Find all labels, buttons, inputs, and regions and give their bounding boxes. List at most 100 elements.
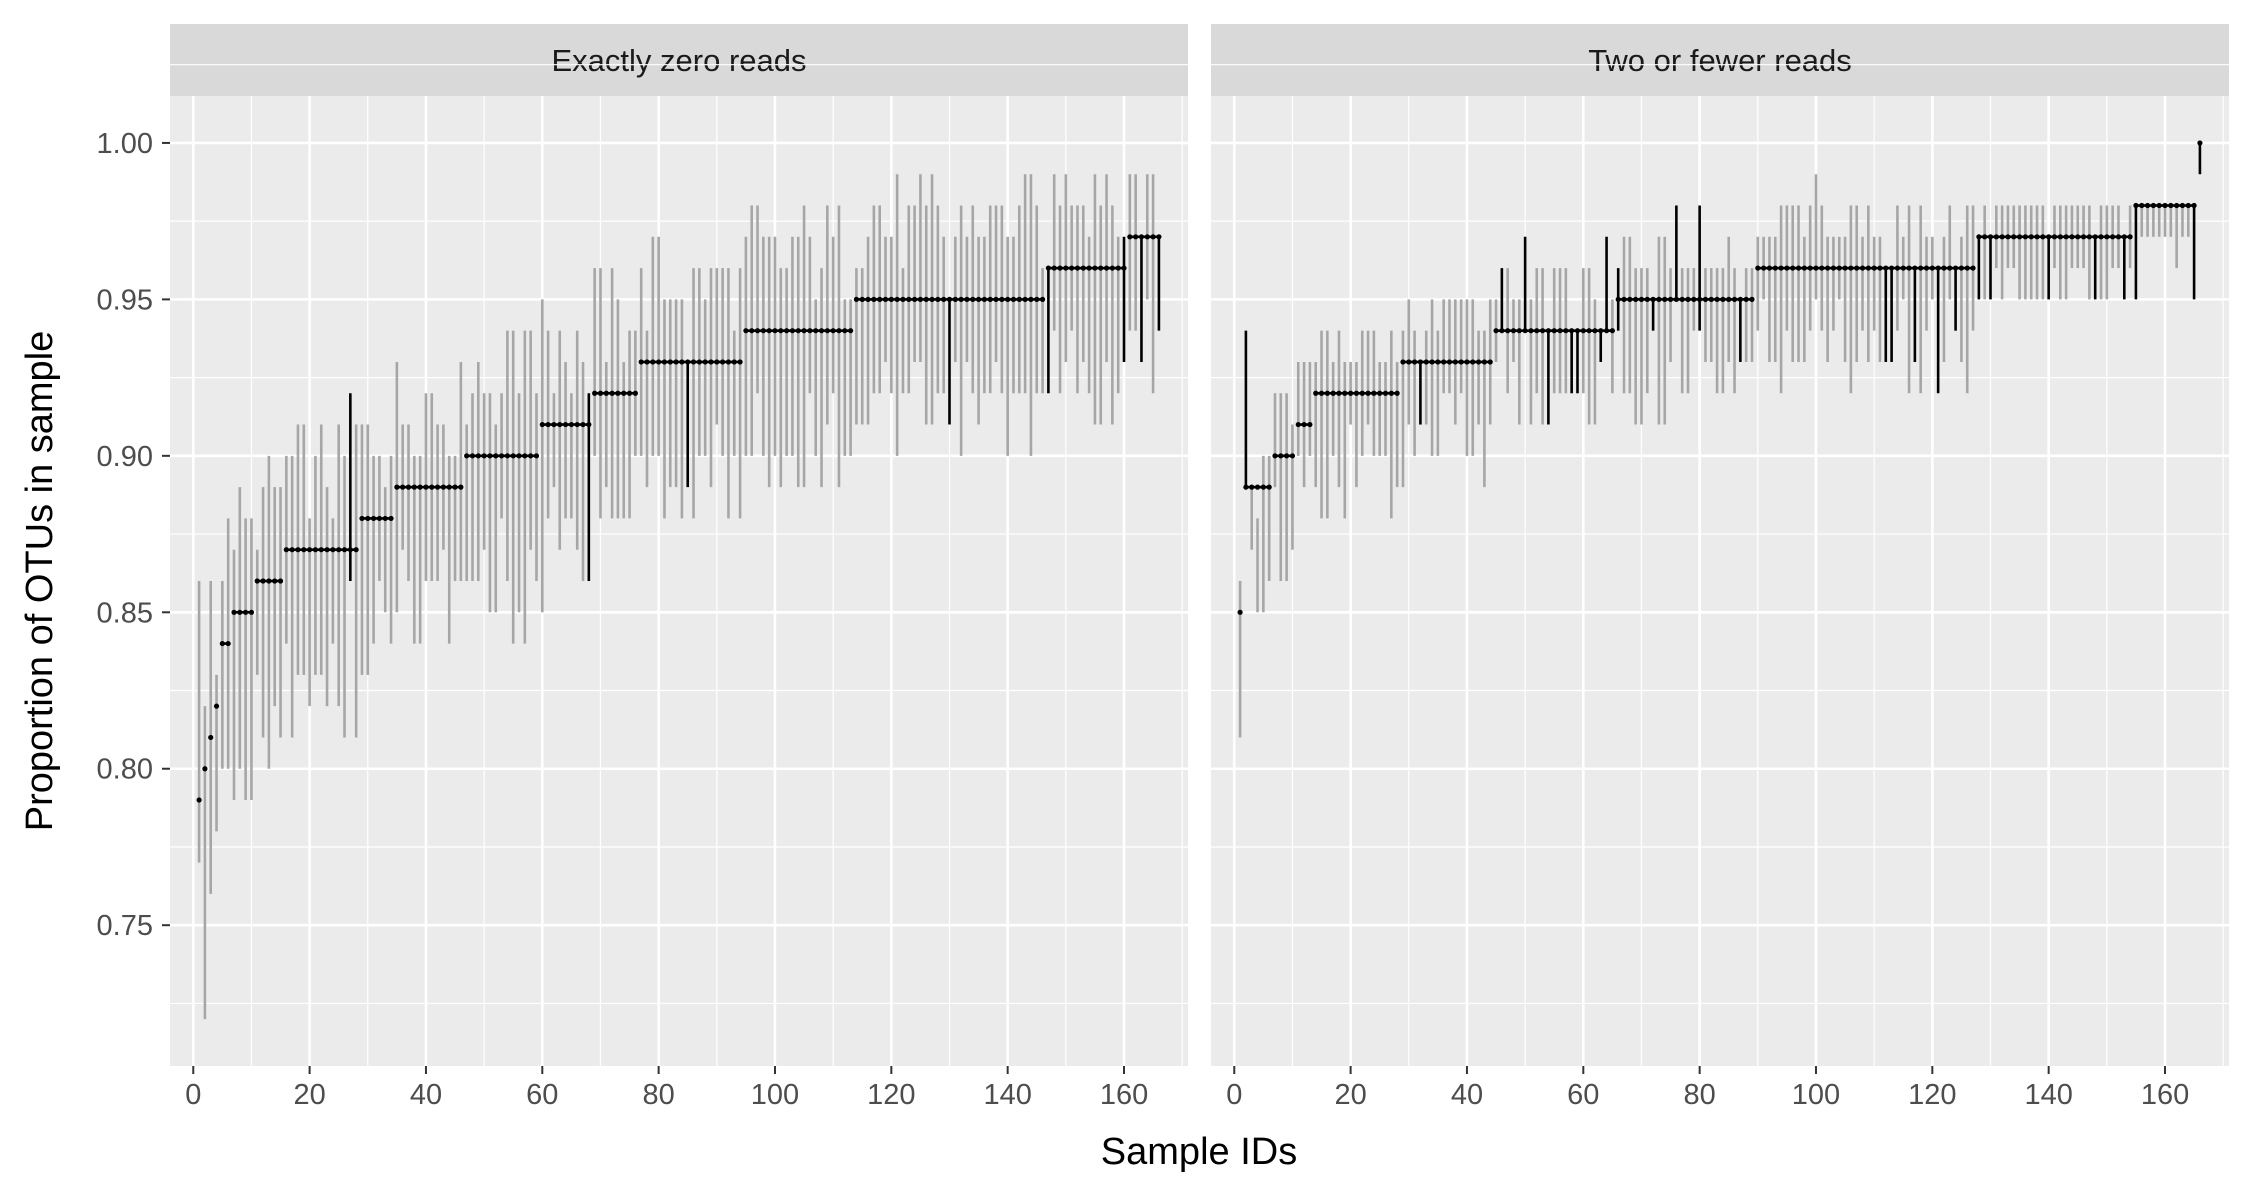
median-point	[650, 359, 656, 365]
median-point	[807, 328, 813, 334]
median-point	[330, 547, 336, 553]
median-point	[638, 359, 644, 365]
median-point	[1464, 359, 1470, 365]
median-point	[1923, 265, 1930, 271]
median-point	[1388, 390, 1394, 396]
strip-background	[1211, 24, 2229, 96]
panel-background	[1211, 96, 2229, 1066]
median-point	[533, 453, 540, 459]
median-point	[772, 328, 778, 334]
median-point	[2115, 234, 2122, 240]
median-point	[1034, 296, 1040, 302]
median-point	[1848, 265, 1854, 271]
median-point	[1749, 296, 1755, 302]
median-point	[708, 359, 714, 365]
median-point	[1394, 390, 1400, 396]
median-point	[283, 547, 289, 553]
x-tick-label: 0	[1226, 1079, 1242, 1111]
median-point	[1074, 265, 1081, 271]
median-point	[1382, 390, 1389, 396]
y-tick-label: 0.95	[97, 284, 153, 316]
median-point	[1377, 390, 1383, 396]
x-tick-label: 100	[1792, 1079, 1840, 1111]
median-point	[836, 328, 842, 334]
median-point	[2040, 234, 2046, 240]
median-point	[923, 296, 929, 302]
median-point	[1103, 265, 1110, 271]
median-point	[1446, 359, 1453, 365]
median-point	[254, 578, 260, 584]
median-point	[1859, 265, 1866, 271]
panel-title: Two or fewer reads	[1588, 43, 1852, 78]
median-point	[1458, 359, 1464, 365]
median-point	[1098, 265, 1104, 271]
median-point	[1889, 265, 1895, 271]
median-point	[1301, 421, 1307, 428]
median-point	[1353, 390, 1360, 396]
median-point	[1702, 296, 1709, 302]
median-point	[336, 547, 342, 553]
median-point	[1254, 484, 1261, 490]
panel-background	[170, 96, 1188, 1066]
median-point	[2080, 234, 2087, 240]
median-point	[574, 421, 580, 428]
median-point	[2179, 202, 2186, 209]
x-axis-ticks: 0 20 40 60 80 100 120 140 160	[1226, 1066, 2189, 1111]
median-point	[1371, 390, 1377, 396]
median-point	[929, 296, 935, 302]
median-point	[801, 328, 807, 334]
median-point	[1569, 328, 1575, 334]
median-point	[946, 296, 953, 302]
median-point	[626, 390, 633, 396]
median-point	[1929, 265, 1935, 271]
median-point	[1650, 296, 1656, 302]
median-point	[2011, 234, 2017, 240]
median-point	[906, 296, 912, 302]
median-point	[993, 296, 999, 302]
x-tick-label: 140	[983, 1079, 1031, 1111]
median-point	[266, 578, 272, 584]
median-point	[2139, 202, 2145, 209]
median-point	[1284, 453, 1290, 459]
median-point	[1039, 296, 1046, 302]
median-point	[1627, 296, 1633, 302]
median-point	[1429, 359, 1435, 365]
median-point	[1342, 390, 1348, 396]
median-point	[900, 296, 906, 302]
median-point	[2063, 234, 2069, 240]
median-point	[1574, 328, 1581, 334]
x-tick-label: 60	[526, 1079, 558, 1111]
median-point	[1133, 234, 1139, 240]
median-point	[522, 453, 528, 459]
median-point	[1336, 390, 1342, 396]
median-point	[1365, 390, 1371, 396]
median-point	[1109, 265, 1115, 271]
median-point	[1545, 328, 1551, 334]
median-point	[1516, 328, 1522, 334]
median-point	[2046, 234, 2052, 240]
median-point	[999, 296, 1005, 302]
median-point	[818, 328, 825, 334]
y-tick-label: 0.80	[97, 754, 153, 786]
median-point	[737, 359, 743, 365]
median-point	[1295, 421, 1301, 428]
median-point	[621, 390, 627, 396]
median-point	[219, 640, 225, 647]
median-point	[1784, 265, 1790, 271]
median-point	[859, 296, 865, 302]
median-point	[2051, 234, 2058, 240]
panel-title: Exactly zero reads	[552, 43, 807, 78]
median-point	[1894, 265, 1901, 271]
median-point	[1633, 296, 1639, 302]
median-point	[1057, 265, 1063, 271]
median-point	[545, 421, 551, 428]
median-point	[1237, 609, 1243, 615]
x-axis-ticks: 0 20 40 60 80 100 120 140 160	[185, 1066, 1148, 1111]
median-point	[987, 296, 993, 302]
median-point	[248, 609, 255, 615]
median-point	[417, 484, 423, 490]
median-point	[952, 296, 958, 302]
median-point	[1249, 484, 1255, 490]
median-point	[446, 484, 452, 490]
